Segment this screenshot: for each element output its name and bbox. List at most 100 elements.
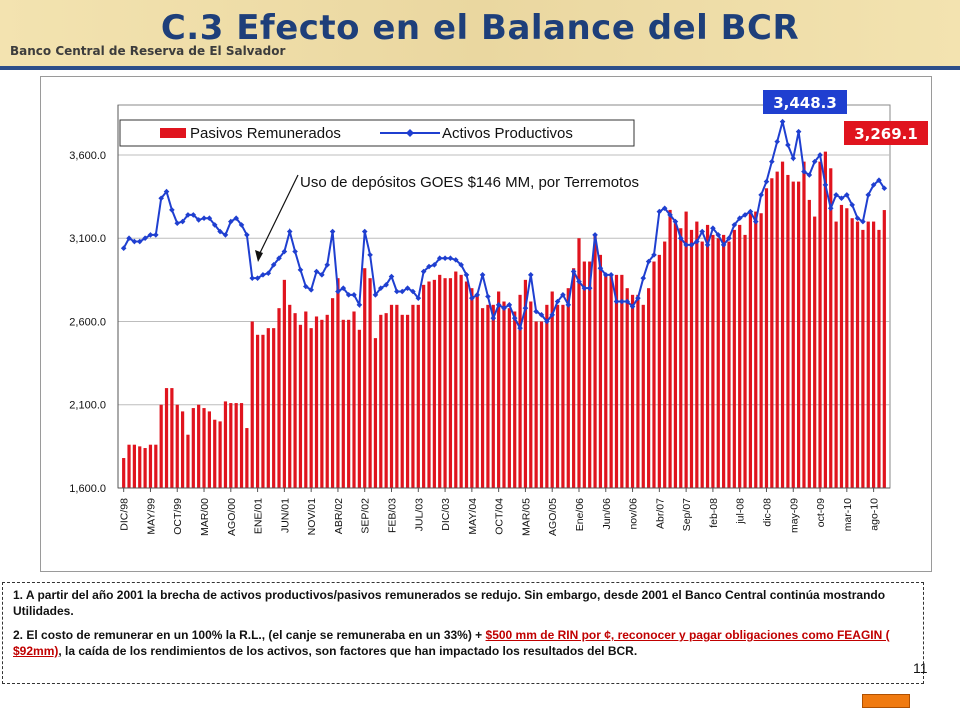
point-activos (710, 225, 716, 232)
note-1-text: A partir del año 2001 la brecha de activ… (13, 588, 886, 618)
bar-pasivos (373, 338, 378, 488)
bar-pasivos (459, 274, 463, 488)
point-activos (806, 172, 813, 178)
bar-pasivos (475, 294, 479, 488)
point-activos (565, 302, 572, 308)
bar-pasivos (127, 444, 131, 488)
point-activos (174, 220, 181, 227)
bar-pasivos (695, 221, 699, 488)
point-activos (699, 228, 705, 235)
point-activos (597, 265, 604, 271)
point-activos (372, 292, 379, 298)
bar-pasivos (614, 274, 619, 488)
point-activos (206, 215, 213, 222)
bar-pasivos (529, 301, 533, 488)
point-activos (694, 238, 700, 245)
point-activos (554, 298, 561, 305)
note-2-link[interactable]: $500 mm de RIN por ¢, reconocer y pagar … (13, 628, 890, 658)
point-activos (854, 215, 861, 222)
bar-pasivos (438, 274, 442, 488)
point-activos (560, 292, 566, 298)
bar-pasivos (823, 151, 827, 488)
callout-activos-box (763, 90, 847, 114)
bar-pasivos (534, 321, 538, 488)
x-tick-label: nov/06 (628, 498, 640, 530)
y-tick-label: 2,100.0 (69, 400, 106, 412)
point-activos (511, 315, 518, 321)
point-activos (522, 305, 529, 311)
y-tick-label: 3,100.0 (69, 233, 106, 245)
point-activos (833, 192, 839, 198)
page-title: C.3 Efecto en el Balance del BCR (160, 8, 800, 48)
bar-pasivos (341, 319, 345, 488)
bar-pasivos (266, 328, 270, 488)
note-1: 1. A partir del año 2001 la brecha de ac… (13, 587, 923, 619)
point-activos (281, 248, 288, 255)
bar-pasivos (138, 446, 142, 488)
point-activos (303, 283, 309, 290)
x-tick-label: ABR/02 (333, 498, 345, 534)
bar-pasivos (566, 288, 570, 488)
point-activos (736, 215, 743, 222)
point-activos (747, 208, 754, 215)
point-activos (436, 255, 443, 261)
bar-pasivos (255, 334, 260, 488)
bar-pasivos (122, 458, 126, 488)
bar-pasivos (368, 278, 372, 488)
bar-pasivos (229, 403, 233, 488)
bar-pasivos (539, 321, 544, 488)
bar-pasivos (330, 298, 335, 488)
point-activos (383, 282, 389, 288)
bar-pasivos (277, 308, 281, 488)
point-activos (608, 272, 614, 278)
note-2-text: El costo de remunerar en un 100% la R.L.… (26, 628, 486, 642)
bar-pasivos (443, 278, 447, 488)
bar-pasivos (577, 238, 581, 488)
bar-pasivos (727, 241, 731, 488)
y-tick-label: 1,600.0 (69, 483, 106, 495)
point-activos (126, 235, 132, 242)
header-banner (0, 0, 960, 70)
point-activos (677, 235, 684, 242)
point-activos (308, 287, 314, 293)
bar-pasivos (513, 311, 517, 488)
legend-swatch-pasivos (160, 128, 186, 138)
point-activos (329, 228, 336, 235)
annotation-arrow (257, 174, 299, 258)
bar-pasivos (561, 304, 565, 488)
bar-pasivos (748, 211, 753, 488)
point-activos (367, 252, 373, 258)
point-activos (185, 212, 191, 218)
point-activos (635, 295, 641, 301)
bar-pasivos (288, 304, 292, 488)
bar-pasivos (159, 404, 163, 488)
point-activos (801, 168, 807, 175)
y-tick-label: 2,600.0 (69, 316, 106, 328)
bar-pasivos (668, 209, 672, 488)
point-activos (153, 232, 159, 238)
bar-pasivos (834, 221, 838, 488)
x-tick-label: ago-10 (869, 498, 881, 531)
bar-pasivos (700, 241, 704, 488)
point-activos (785, 142, 791, 148)
bar-pasivos (363, 268, 367, 488)
point-activos (576, 278, 582, 285)
bar-pasivos (170, 388, 174, 488)
annotation-text: Uso de depósitos GOES $146 MM, por Terre… (300, 174, 639, 191)
bar-pasivos (705, 224, 710, 488)
bar-pasivos (250, 321, 254, 488)
bar-pasivos (336, 278, 340, 488)
point-activos (629, 303, 636, 310)
bar-pasivos (882, 210, 886, 488)
x-tick-label: Sep/07 (681, 498, 693, 531)
bar-pasivos (416, 304, 420, 488)
x-tick-label: JUN/01 (279, 498, 291, 533)
bar-pasivos (722, 234, 726, 488)
bar-pasivos (175, 404, 179, 488)
x-tick-label: ENE/01 (253, 498, 265, 534)
y-tick-label: 3,600.0 (69, 150, 106, 162)
point-activos (876, 177, 882, 184)
bar-pasivos (797, 181, 801, 488)
bar-pasivos (180, 411, 185, 488)
point-activos (190, 212, 197, 218)
